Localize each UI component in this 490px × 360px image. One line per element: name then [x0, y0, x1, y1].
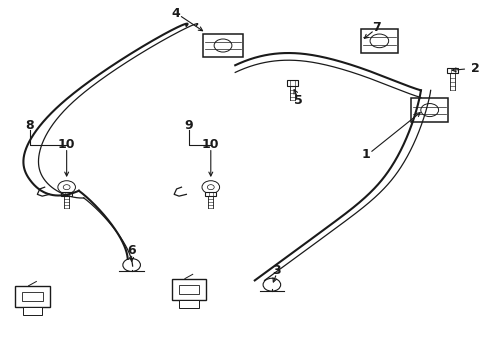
FancyBboxPatch shape — [205, 192, 216, 196]
Circle shape — [421, 104, 439, 117]
FancyBboxPatch shape — [61, 192, 72, 196]
Text: 6: 6 — [127, 244, 136, 257]
Circle shape — [370, 34, 389, 48]
FancyBboxPatch shape — [287, 80, 298, 86]
Text: 4: 4 — [171, 7, 180, 20]
Text: 9: 9 — [185, 119, 193, 132]
FancyBboxPatch shape — [172, 279, 206, 300]
Circle shape — [263, 278, 281, 291]
FancyBboxPatch shape — [447, 68, 458, 73]
Text: 10: 10 — [202, 138, 220, 151]
FancyBboxPatch shape — [178, 284, 199, 294]
Text: 3: 3 — [272, 264, 281, 277]
Circle shape — [202, 181, 220, 194]
FancyBboxPatch shape — [412, 98, 448, 122]
FancyBboxPatch shape — [361, 29, 398, 53]
FancyBboxPatch shape — [23, 307, 42, 315]
Text: 5: 5 — [294, 94, 303, 107]
Text: 1: 1 — [362, 148, 370, 161]
Circle shape — [214, 39, 232, 52]
Text: 10: 10 — [58, 138, 75, 151]
Circle shape — [58, 181, 75, 194]
Text: 2: 2 — [471, 62, 480, 75]
FancyBboxPatch shape — [203, 34, 243, 57]
Circle shape — [123, 258, 141, 271]
FancyBboxPatch shape — [15, 286, 49, 307]
FancyBboxPatch shape — [179, 300, 198, 308]
FancyBboxPatch shape — [22, 292, 43, 301]
Text: 8: 8 — [25, 119, 34, 132]
Text: 7: 7 — [372, 21, 381, 34]
Circle shape — [63, 185, 70, 190]
Circle shape — [207, 185, 214, 190]
